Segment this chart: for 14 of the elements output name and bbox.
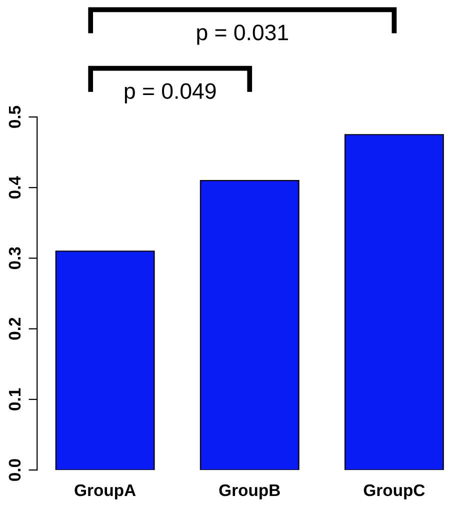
bar <box>344 134 444 470</box>
y-tick-label: 0.1 <box>8 388 21 410</box>
y-tick-label: 0.0 <box>8 459 21 481</box>
text: p = 0.049 <box>124 83 216 104</box>
x-tick-label: GroupA <box>74 484 136 500</box>
y-tick-label: 0.3 <box>8 247 21 270</box>
bar <box>200 180 300 470</box>
y-tick-label: 0.2 <box>8 318 21 340</box>
text: p = 0.031 <box>197 24 288 45</box>
y-tick-label: 0.5 <box>8 106 21 128</box>
x-tick-label: GroupC <box>364 484 425 500</box>
bar <box>55 250 155 470</box>
y-tick-label: 0.4 <box>8 176 21 199</box>
x-tick-label: GroupB <box>219 484 280 500</box>
